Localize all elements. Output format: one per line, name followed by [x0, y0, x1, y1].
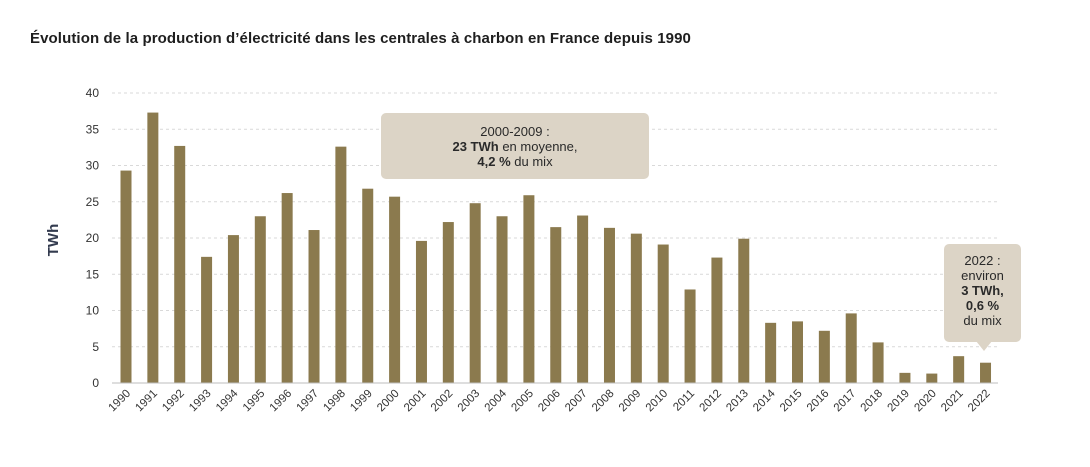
x-tick-label: 1999: [348, 388, 375, 415]
bar-2018: [872, 342, 884, 383]
bar-2021: [953, 356, 965, 383]
annotation-2022-line4: 0,6 %: [965, 298, 1000, 313]
y-axis-ticks: 0 5 10 15 20 25 30 35 40: [86, 86, 100, 390]
x-tick-label: 2009: [617, 388, 644, 415]
bar-2005: [523, 195, 535, 383]
bar-2022: [980, 362, 992, 383]
bar-1991: [147, 112, 159, 383]
bar-1993: [201, 256, 213, 383]
y-tick-label: 30: [86, 159, 100, 173]
x-tick-label: 2021: [939, 388, 966, 415]
x-tick-label: 2003: [456, 388, 483, 415]
x-tick-label: 2010: [644, 388, 671, 415]
bar-1990: [120, 170, 132, 383]
bar-2020: [926, 373, 938, 383]
x-tick-label: 1991: [133, 388, 160, 415]
bar-2003: [469, 203, 481, 383]
x-tick-label: 1997: [295, 388, 322, 415]
x-tick-label: 2016: [805, 388, 832, 415]
x-tick-label: 2022: [966, 388, 993, 415]
bar-2004: [496, 216, 508, 383]
x-tick-label: 2017: [832, 388, 859, 415]
bar-2013: [738, 238, 750, 383]
annotation-2022-line5: du mix: [963, 313, 1002, 328]
bar-2001: [415, 240, 427, 383]
bar-1995: [254, 216, 266, 383]
bar-1999: [362, 188, 374, 383]
x-tick-label: 1994: [214, 387, 241, 414]
x-tick-label: 2011: [671, 388, 697, 414]
x-tick-label: 2014: [751, 387, 778, 414]
annotation-2022-line3: 3 TWh,: [961, 283, 1004, 298]
annotation-2022-pointer: [976, 341, 992, 351]
x-tick-label: 2007: [563, 388, 590, 415]
bar-2011: [684, 289, 696, 383]
x-tick-label: 2018: [859, 388, 886, 415]
x-tick-label: 2012: [697, 388, 724, 415]
bar-1997: [308, 230, 320, 383]
chart-title: Évolution de la production d’électricité…: [30, 30, 691, 47]
annotation-2000-2009-line2: 23 TWh en moyenne,: [452, 139, 578, 154]
y-tick-label: 5: [92, 340, 99, 354]
bar-2002: [442, 222, 454, 383]
y-tick-label: 40: [86, 86, 100, 100]
x-tick-label: 2002: [429, 388, 456, 415]
annotation-2000-2009-line1: 2000-2009 :: [480, 124, 550, 139]
bar-2007: [577, 215, 589, 383]
y-tick-label: 20: [86, 231, 100, 245]
x-axis-ticks: 1990 1991 1992 1993 1994 1995 1996 1997 1998 1999…: [107, 387, 993, 414]
x-tick-label: 2004: [483, 387, 510, 414]
annotation-2000-2009: 2000-2009 : 23 TWh en moyenne, 4,2 % du …: [381, 113, 649, 179]
bar-2015: [792, 321, 803, 383]
x-tick-label: 1992: [160, 388, 187, 415]
x-tick-label: 2006: [536, 388, 563, 415]
annotation-2022-line2: environ: [961, 268, 1004, 283]
bar-2012: [711, 257, 723, 383]
bar-2006: [550, 227, 562, 383]
bar-2016: [818, 330, 830, 383]
bar-2009: [630, 233, 642, 383]
x-tick-label: 1993: [187, 388, 214, 415]
x-tick-label: 1996: [268, 388, 295, 415]
bar-1994: [227, 235, 239, 383]
annotation-2000-2009-line3: 4,2 % du mix: [477, 154, 553, 169]
annotation-2022-line1: 2022 :: [964, 253, 1001, 268]
bar-1998: [335, 146, 347, 383]
bar-2010: [657, 244, 669, 383]
bar-1992: [174, 145, 186, 383]
y-tick-label: 25: [86, 195, 100, 209]
y-tick-label: 15: [86, 267, 100, 281]
x-tick-label: 2001: [402, 388, 429, 415]
bar-2019: [899, 372, 911, 383]
y-axis-label: TWh: [45, 224, 62, 256]
x-tick-label: 1998: [321, 388, 348, 415]
x-tick-label: 2020: [912, 388, 939, 415]
bars: [120, 112, 992, 383]
x-tick-label: 2013: [724, 388, 751, 415]
x-tick-label: 1995: [241, 388, 268, 415]
x-tick-label: 2019: [885, 388, 912, 415]
bar-2008: [603, 227, 615, 383]
x-tick-label: 2000: [375, 388, 402, 415]
y-tick-label: 10: [86, 304, 100, 318]
bar-2014: [765, 322, 777, 383]
bar-2017: [845, 313, 857, 383]
bar-2000: [389, 196, 401, 383]
bar-1996: [281, 193, 293, 383]
x-tick-label: 1990: [107, 388, 134, 415]
y-tick-label: 0: [92, 376, 99, 390]
annotation-2022: 2022 : environ 3 TWh, 0,6 % du mix: [944, 244, 1021, 342]
x-tick-label: 2008: [590, 388, 617, 415]
y-tick-label: 35: [86, 122, 100, 136]
x-tick-label: 2005: [509, 388, 536, 415]
x-tick-label: 2015: [778, 388, 805, 415]
